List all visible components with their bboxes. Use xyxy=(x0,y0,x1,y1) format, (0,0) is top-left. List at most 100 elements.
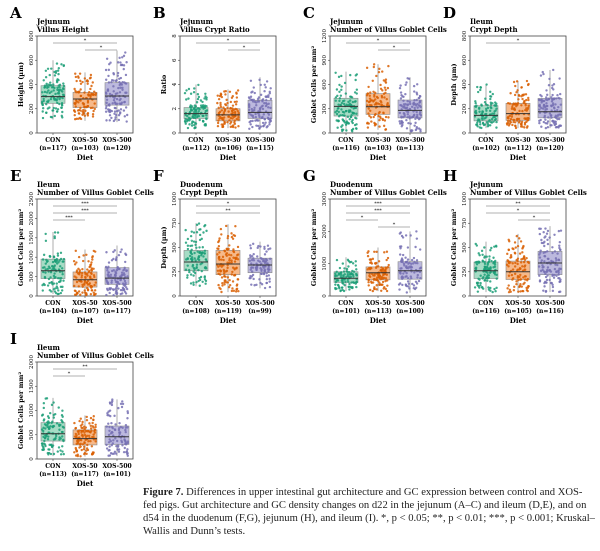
data-point xyxy=(261,98,265,101)
data-point xyxy=(41,413,45,416)
data-point xyxy=(41,258,45,261)
data-point xyxy=(556,252,559,255)
data-point xyxy=(489,124,492,127)
data-point xyxy=(108,92,112,96)
data-point xyxy=(370,272,374,276)
data-point xyxy=(349,285,352,288)
x-tick-n: (n=107) xyxy=(71,308,99,315)
data-point xyxy=(80,431,83,434)
y-tick-label: 250 xyxy=(172,266,178,277)
data-point xyxy=(518,237,521,240)
data-point xyxy=(233,234,237,238)
data-point xyxy=(56,252,60,255)
data-point xyxy=(86,434,89,438)
data-point xyxy=(511,268,515,271)
x-tick-label: XOS-30 xyxy=(505,137,530,144)
data-point xyxy=(226,120,229,124)
data-point xyxy=(418,112,422,116)
data-point xyxy=(400,120,404,124)
data-point xyxy=(110,259,114,262)
data-point xyxy=(123,115,127,118)
x-tick-n: (n=106) xyxy=(214,145,242,152)
data-point xyxy=(87,93,90,96)
data-point xyxy=(411,262,415,265)
data-point xyxy=(195,280,198,284)
data-point xyxy=(405,265,408,268)
data-point xyxy=(220,95,224,99)
data-point xyxy=(62,439,65,443)
data-point xyxy=(412,287,416,290)
data-point xyxy=(199,99,203,102)
data-point xyxy=(115,439,119,443)
data-point xyxy=(89,292,93,296)
data-point xyxy=(114,258,118,262)
data-point xyxy=(416,106,419,109)
data-point xyxy=(416,102,419,106)
data-point xyxy=(116,61,120,64)
data-point xyxy=(222,106,225,109)
data-point xyxy=(122,54,126,58)
data-point xyxy=(105,280,109,283)
data-point xyxy=(542,72,545,76)
data-point xyxy=(104,78,108,81)
data-point xyxy=(402,95,405,98)
data-point xyxy=(124,260,127,264)
data-point xyxy=(203,223,207,227)
data-point xyxy=(89,271,93,275)
data-point xyxy=(385,273,389,276)
data-point xyxy=(52,452,56,456)
data-point xyxy=(89,76,92,79)
data-point xyxy=(52,438,56,441)
data-point xyxy=(379,83,382,87)
data-point xyxy=(371,289,375,293)
data-point xyxy=(110,281,113,284)
data-point xyxy=(549,114,552,117)
data-point xyxy=(549,281,553,285)
data-point xyxy=(217,239,221,242)
data-point xyxy=(234,290,238,293)
data-point xyxy=(419,266,423,269)
data-point xyxy=(114,118,117,121)
data-point xyxy=(122,109,126,112)
data-point xyxy=(551,119,555,122)
x-tick-n: (n=117) xyxy=(71,471,99,478)
data-point xyxy=(110,421,113,425)
data-point xyxy=(113,110,117,113)
data-point xyxy=(230,96,234,99)
data-point xyxy=(546,250,549,253)
data-point xyxy=(556,263,559,267)
data-point xyxy=(45,111,48,114)
data-point xyxy=(341,278,344,281)
data-point xyxy=(416,113,419,117)
data-point xyxy=(57,72,60,76)
data-point xyxy=(346,272,349,276)
data-point xyxy=(88,269,91,273)
y-tick-label: 500 xyxy=(172,242,178,253)
data-point xyxy=(44,268,47,271)
data-point xyxy=(198,118,201,122)
data-point xyxy=(355,73,359,76)
data-point xyxy=(47,421,51,424)
data-point xyxy=(115,444,118,448)
y-tick-label: 250 xyxy=(462,266,468,277)
data-point xyxy=(541,107,545,110)
data-point xyxy=(337,75,341,79)
data-point xyxy=(226,101,229,105)
data-point xyxy=(418,110,422,114)
data-point xyxy=(88,265,91,269)
data-point xyxy=(556,94,559,97)
data-point xyxy=(386,266,390,269)
data-point xyxy=(258,126,261,130)
data-point xyxy=(117,118,121,122)
data-point xyxy=(544,118,547,121)
data-point xyxy=(556,109,559,112)
data-point xyxy=(53,70,56,74)
data-point xyxy=(557,96,560,100)
data-point xyxy=(525,98,528,102)
data-point xyxy=(61,93,65,96)
data-point xyxy=(117,450,121,453)
data-point xyxy=(507,248,511,252)
data-point xyxy=(262,272,266,275)
data-point xyxy=(345,109,348,113)
data-point xyxy=(89,263,93,266)
